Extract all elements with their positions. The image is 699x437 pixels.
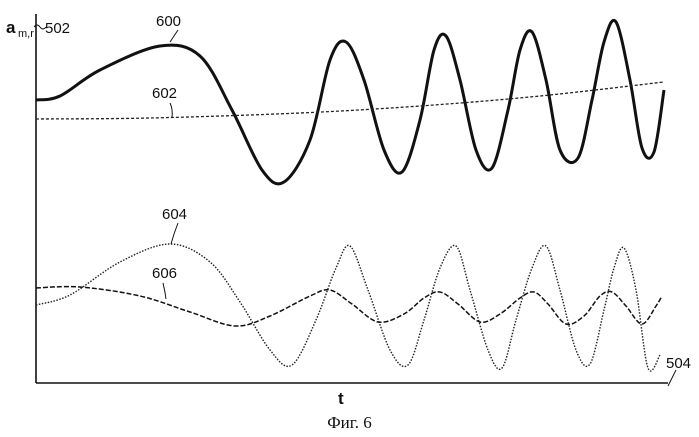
y-axis-subscript: m,r bbox=[18, 28, 34, 40]
curve-600 bbox=[36, 20, 664, 184]
label-604-leader bbox=[171, 223, 178, 244]
label-606: 606 bbox=[152, 265, 177, 282]
y-axis-symbol: a bbox=[6, 18, 16, 37]
x-axis-ref-label: 504 bbox=[666, 355, 691, 372]
label-604: 604 bbox=[162, 206, 187, 223]
x-axis-symbol: t bbox=[338, 389, 344, 408]
curve-604 bbox=[36, 244, 660, 371]
label-600-leader bbox=[170, 30, 178, 42]
label-600: 600 bbox=[156, 13, 181, 30]
curve-602 bbox=[36, 82, 664, 119]
label-602-leader bbox=[170, 103, 172, 118]
figure-caption: Фиг. 6 bbox=[0, 413, 699, 433]
y-axis-ref-label: 502 bbox=[45, 20, 70, 37]
x-axis-ref-leader bbox=[668, 370, 676, 386]
label-602: 602 bbox=[152, 85, 177, 102]
label-606-leader bbox=[163, 283, 166, 299]
